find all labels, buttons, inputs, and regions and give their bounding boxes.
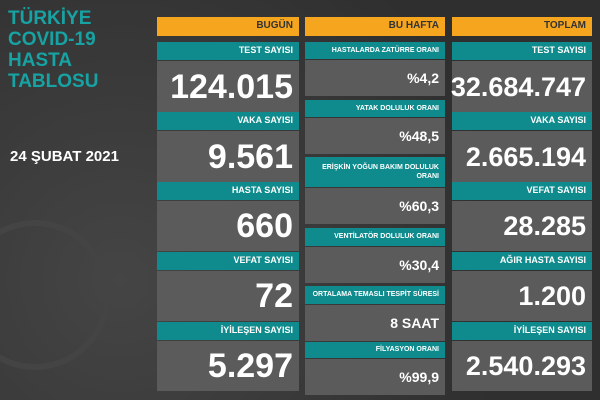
card-value: 5.297 [157, 341, 299, 391]
title-line: TÜRKİYE [8, 8, 92, 29]
card-label: İYİLEŞEN SAYISI [452, 322, 592, 340]
emblem [0, 220, 110, 370]
title: TÜRKİYE COVID-19 HASTA TABLOSU [8, 8, 98, 92]
card-value: 32.684.747 [451, 61, 592, 113]
card-label: VAKA SAYISI [157, 112, 299, 130]
title-line: TABLOSU [8, 71, 99, 92]
title-line: HASTA [8, 50, 73, 71]
column-header: TOPLAM [452, 17, 592, 36]
card-label: İYİLEŞEN SAYISI [157, 322, 299, 340]
card-value: 1.200 [452, 271, 592, 321]
column-header: BUGÜN [157, 17, 299, 36]
card-value: %48,5 [305, 118, 445, 154]
card-label: VEFAT SAYISI [452, 182, 592, 200]
card-value: 2.540.293 [452, 341, 592, 391]
card-value: %60,3 [305, 188, 445, 224]
card-label: ERİŞKİN YOĞUN BAKIM DOLULUK ORANI [305, 157, 445, 187]
card-value: 660 [157, 201, 299, 251]
title-line: COVID-19 [8, 29, 96, 50]
column-header: BU HAFTA [305, 17, 445, 36]
date: 24 ŞUBAT 2021 [10, 148, 119, 165]
card-value: 28.285 [452, 201, 592, 251]
card-value: 2.665.194 [452, 131, 592, 183]
card-value: %99,9 [305, 359, 445, 395]
card-value: %4,2 [305, 60, 445, 96]
card-value: 124.015 [157, 61, 299, 113]
card-value: 9.561 [157, 131, 299, 183]
card-label: VEFAT SAYISI [157, 252, 299, 270]
card-label: HASTALARDA ZATÜRRE ORANI [305, 42, 445, 59]
card-label: TEST SAYISI [157, 42, 299, 60]
card-label: ORTALAMA TEMASLI TESPİT SÜRESİ [305, 286, 445, 304]
card-label: AĞIR HASTA SAYISI [452, 252, 592, 270]
card-label: VAKA SAYISI [452, 112, 592, 130]
card-label: TEST SAYISI [452, 42, 592, 60]
card-value: %30,4 [305, 247, 445, 283]
card-label: VENTİLATÖR DOLULUK ORANI [305, 228, 445, 246]
card-value: 8 SAAT [305, 305, 445, 341]
card-label: YATAK DOLULUK ORANI [305, 100, 445, 117]
card-value: 72 [157, 271, 299, 321]
card-label: FİLYASYON ORANI [305, 342, 445, 358]
card-label: HASTA SAYISI [157, 182, 299, 200]
